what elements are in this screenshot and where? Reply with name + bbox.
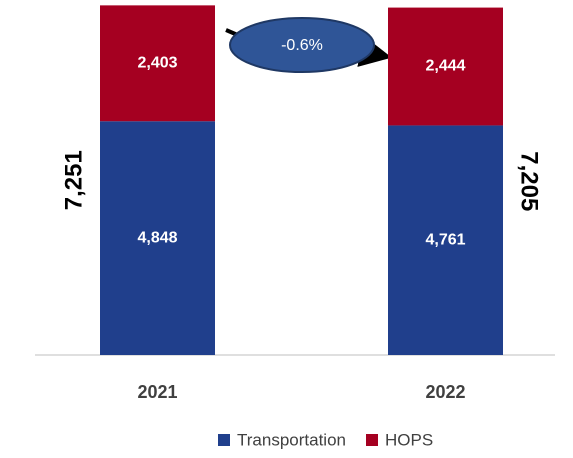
bar-segment	[100, 121, 215, 355]
bar-segment	[388, 7, 503, 126]
total-label: 7,205	[516, 151, 543, 211]
value-label: 2,444	[425, 58, 465, 75]
legend-swatch	[366, 434, 378, 446]
value-label: 2,403	[137, 55, 177, 72]
legend-swatch	[218, 434, 230, 446]
x-tick-label: 2021	[137, 382, 177, 402]
total-label: 7,251	[60, 150, 87, 210]
bar-segment	[388, 125, 503, 355]
change-label: -0.6%	[281, 37, 323, 54]
value-label: 4,848	[137, 229, 177, 246]
x-tick-label: 2022	[425, 382, 465, 402]
bar-segment	[100, 5, 215, 122]
legend-label: HOPS	[385, 430, 433, 449]
value-label: 4,761	[425, 231, 465, 248]
legend-label: Transportation	[237, 430, 346, 449]
change-bubble	[229, 17, 375, 73]
